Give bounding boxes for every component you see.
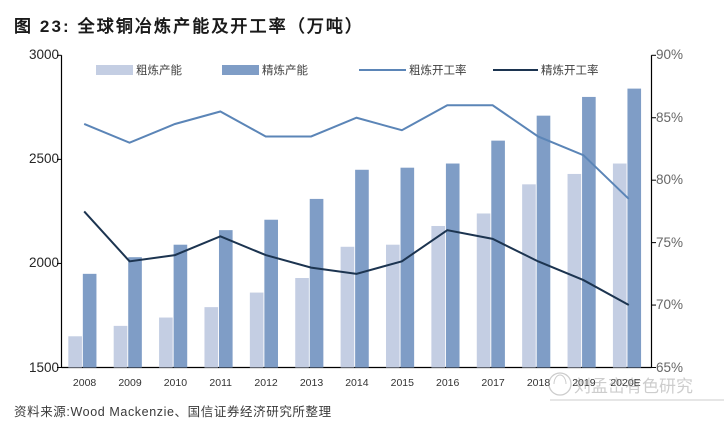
svg-text:刘孟峦有色研究: 刘孟峦有色研究 [574,377,693,396]
